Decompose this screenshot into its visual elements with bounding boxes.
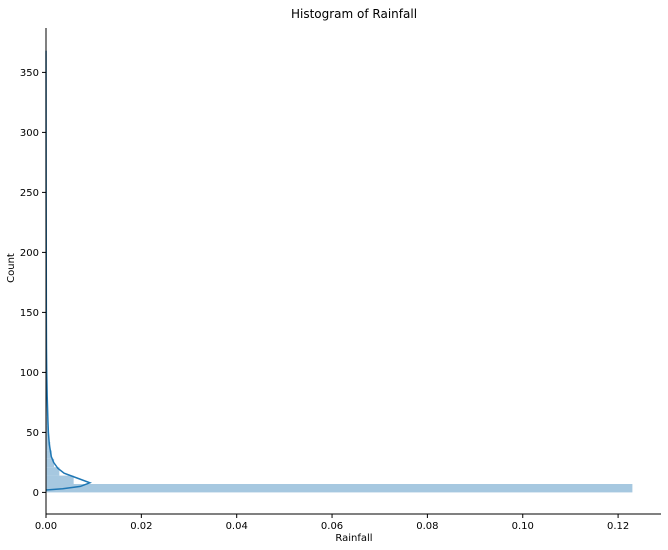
y-tick-label: 150 — [20, 308, 39, 319]
histogram-bar-4 — [46, 450, 52, 459]
y-tick-label: 350 — [20, 68, 39, 79]
histogram-bar-3 — [46, 458, 55, 468]
y-axis-title: Count — [6, 253, 17, 283]
x-tick-label: 0.08 — [416, 521, 438, 532]
chart-title: Histogram of Rainfall — [291, 7, 417, 21]
histogram-bar-7 — [46, 425, 49, 434]
histogram-bar-2 — [46, 467, 60, 476]
y-tick-label: 300 — [20, 128, 39, 139]
axes-layer: 0.00 0.02 0.04 0.06 0.08 0.10 0.12 0 50 100 150 200… — [20, 28, 661, 532]
x-axis-title: Rainfall — [335, 533, 372, 544]
y-tick-label: 200 — [20, 248, 39, 259]
histogram-bar-8 — [46, 416, 48, 426]
y-tick-label: 50 — [26, 428, 39, 439]
x-tick-label: 0.02 — [130, 521, 152, 532]
histogram-bar-5 — [46, 442, 51, 451]
kde-curve — [45, 50, 92, 491]
x-tick-label: 0.00 — [35, 521, 57, 532]
y-tick-label: 0 — [33, 488, 39, 499]
x-tick-label: 0.12 — [607, 521, 629, 532]
histogram-bar-9 — [46, 408, 48, 417]
histogram-bar-1 — [46, 475, 74, 484]
histogram-bar-0 — [46, 484, 633, 493]
x-tick-label: 0.06 — [321, 521, 343, 532]
x-tick-label: 0.10 — [512, 521, 534, 532]
y-tick-label: 100 — [20, 368, 39, 379]
x-tick-label: 0.04 — [226, 521, 248, 532]
bars-layer — [46, 366, 633, 493]
histogram-bar-6 — [46, 433, 49, 442]
kde-layer — [45, 50, 92, 491]
y-tick-label: 250 — [20, 188, 39, 199]
